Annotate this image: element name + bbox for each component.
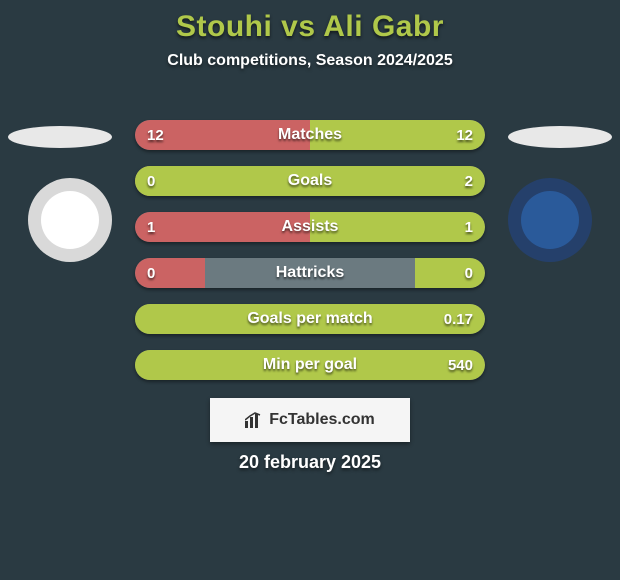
- team-badge-right: [508, 178, 592, 262]
- team-badge-left-inner: [41, 191, 100, 250]
- brand-text: FcTables.com: [269, 411, 375, 429]
- chart-icon: [245, 412, 263, 428]
- stat-value-left: [135, 304, 159, 334]
- team-badge-left: [28, 178, 112, 262]
- subtitle: Club competitions, Season 2024/2025: [0, 52, 620, 70]
- stat-row: Assists1 1: [135, 212, 485, 242]
- stat-row: Hattricks0 0: [135, 258, 485, 288]
- stat-value-left: 0: [135, 166, 167, 196]
- page-title: Stouhi vs Ali Gabr: [0, 0, 620, 44]
- stat-value-right: 0.17: [432, 304, 485, 334]
- team-badge-right-inner: [521, 191, 580, 250]
- stat-value-left: 0: [135, 258, 167, 288]
- stat-value-right: 540: [436, 350, 485, 380]
- stat-value-left: 12: [135, 120, 176, 150]
- stat-value-right: 1: [453, 212, 485, 242]
- stat-row: Min per goal540: [135, 350, 485, 380]
- stat-value-left: 1: [135, 212, 167, 242]
- stat-value-right: 2: [453, 166, 485, 196]
- brand-badge: FcTables.com: [210, 398, 410, 442]
- stat-label: Goals: [135, 166, 485, 196]
- stats-area: Matches1212Goals02Assists11Hattricks00Go…: [135, 120, 485, 396]
- stat-value-left: [135, 350, 159, 380]
- footer-date: 20 february 2025: [0, 452, 620, 473]
- stat-row: Matches12 12: [135, 120, 485, 150]
- stat-label: Assists: [135, 212, 485, 242]
- stat-row: Goals per match0.17: [135, 304, 485, 334]
- stat-row: Goals0 2: [135, 166, 485, 196]
- stat-label: Min per goal: [135, 350, 485, 380]
- stat-value-right: 12: [444, 120, 485, 150]
- stat-label: Hattricks: [135, 258, 485, 288]
- stat-label: Matches: [135, 120, 485, 150]
- ellipse-right: [508, 126, 612, 148]
- stat-value-right: 0: [453, 258, 485, 288]
- ellipse-left: [8, 126, 112, 148]
